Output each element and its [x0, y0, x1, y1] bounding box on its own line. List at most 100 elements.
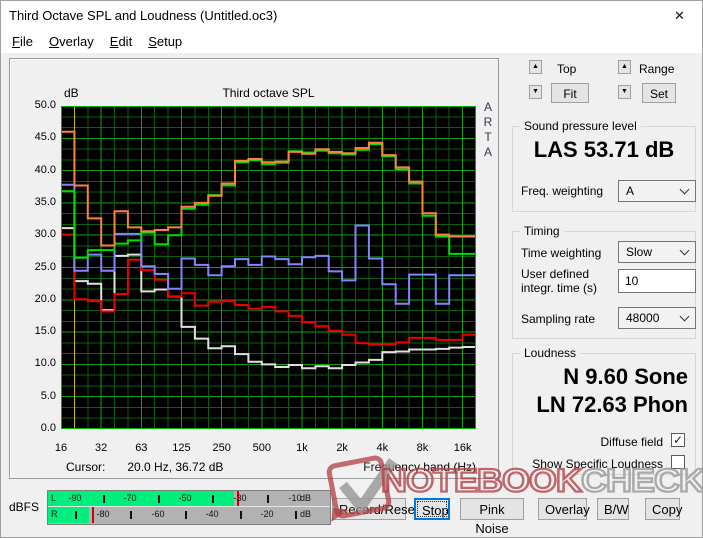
sampling-rate-select[interactable]: 48000	[618, 307, 696, 329]
diffuse-field-checkbox[interactable]: ✓	[671, 433, 685, 447]
meter-unit-label: dB	[300, 493, 312, 503]
show-specific-loudness-label: Show Specific Loudness	[532, 457, 663, 471]
meter-scale-number: -20	[260, 509, 274, 519]
x-tick-label: 8k	[416, 442, 429, 454]
x-tick-label: 1k	[296, 442, 308, 454]
meter-channel-label: L	[51, 493, 57, 503]
x-tick-label: 63	[135, 442, 148, 454]
meter-tick-mark	[158, 495, 160, 503]
chevron-down-icon	[679, 311, 690, 322]
loudness-sone-value: N 9.60 Sone	[563, 364, 688, 389]
freq-weighting-label: Freq. weighting	[521, 184, 604, 198]
spl-group-title: Sound pressure level	[520, 119, 641, 133]
overlay-blue	[61, 183, 476, 305]
sampling-rate-label: Sampling rate	[521, 312, 596, 326]
x-axis-label: Frequency band (Hz)	[363, 460, 476, 474]
top-spin-up-icon[interactable]: ▲	[529, 60, 542, 74]
meter-unit-label: dB	[300, 509, 312, 519]
loudness-group-title: Loudness	[520, 346, 581, 360]
set-button[interactable]: Set	[642, 83, 676, 103]
x-tick-label: 32	[95, 442, 108, 454]
sound-pressure-level-group: Sound pressure level	[512, 119, 696, 212]
x-tick-label: 16	[54, 442, 68, 454]
menu-item-setup[interactable]: Setup	[148, 34, 183, 49]
dbfs-label: dBFS	[9, 500, 40, 514]
range-spin-up-icon[interactable]: ▲	[618, 60, 631, 74]
pink-noise-button[interactable]: Pink Noise	[460, 498, 524, 536]
meter-tick-mark	[240, 511, 242, 519]
overlay-white	[61, 227, 476, 370]
time-weighting-label: Time weighting	[521, 246, 602, 260]
cursor-value: 20.0 Hz, 36.72 dB	[127, 460, 224, 474]
y-tick-label: 25.0	[34, 260, 56, 273]
meter-scale-number: -30	[233, 493, 247, 503]
meter-scale-number: -50	[178, 493, 192, 503]
chevron-down-icon	[679, 245, 690, 256]
meter-level-bar	[48, 507, 89, 523]
y-tick-label: 0.0	[40, 422, 56, 434]
integr-time-label-line2: integr. time (s)	[521, 281, 598, 295]
overlay-red	[61, 233, 476, 346]
y-tick-label: 15.0	[34, 325, 56, 338]
meter-peak-indicator	[237, 491, 239, 506]
stop-button[interactable]: Stop	[414, 498, 450, 520]
overlay-orange	[61, 130, 476, 247]
time-weighting-select[interactable]: Slow	[618, 241, 696, 263]
title-bar: Third Octave SPL and Loudness (Untitled.…	[1, 1, 702, 30]
close-icon[interactable]: ✕	[674, 8, 685, 23]
x-tick-label: 2k	[336, 442, 348, 454]
y-tick-label: 30.0	[34, 228, 56, 241]
diffuse-field-label: Diffuse field	[600, 435, 663, 449]
menu-item-overlay[interactable]: Overlay	[48, 34, 94, 49]
y-axis-unit-label: dB	[64, 86, 79, 100]
freq-weighting-value: A	[626, 184, 635, 198]
freq-weighting-select[interactable]: A	[618, 180, 696, 202]
copy-button[interactable]: Copy	[645, 498, 682, 520]
meter-scale-number: -90	[68, 493, 82, 503]
meter-peak-indicator	[92, 507, 94, 523]
menu-item-file[interactable]: File	[12, 34, 33, 49]
loudness-phon-value: LN 72.63 Phon	[536, 392, 688, 417]
loudness-group: Loudness	[512, 346, 696, 475]
sampling-rate-value: 48000	[626, 311, 660, 325]
meter-scale-number: -80	[96, 509, 110, 519]
range-spin-down-icon[interactable]: ▼	[618, 85, 631, 99]
timing-group-title: Timing	[520, 224, 564, 238]
top-label: Top	[557, 62, 577, 76]
y-tick-label: 40.0	[34, 163, 56, 176]
y-tick-label: 20.0	[34, 292, 56, 305]
b-w-button[interactable]: B/W	[597, 498, 629, 520]
meter-channel-label: R	[51, 509, 58, 519]
top-spin-down-icon[interactable]: ▼	[529, 85, 542, 99]
level-meter-row-l: L -90 -70 -50 -30 -10 dB	[48, 491, 330, 507]
meter-level-bar	[48, 491, 234, 506]
chart-title: Third octave SPL	[222, 86, 315, 100]
level-meter-row-r: R -80 -60 -40 -20 dB	[48, 507, 330, 523]
menu-bar: File Overlay Edit Setup	[1, 30, 702, 53]
meter-scale-number: -60	[151, 509, 165, 519]
arta-letter: A	[483, 100, 492, 114]
meter-tick-mark	[267, 495, 269, 503]
y-tick-label: 10.0	[34, 357, 56, 370]
spl-value: LAS 53.71 dB	[533, 137, 675, 162]
x-tick-label: 4k	[376, 442, 389, 454]
chevron-down-icon	[679, 184, 690, 195]
cursor-label: Cursor:	[66, 460, 106, 474]
window-title: Third Octave SPL and Loudness (Untitled.…	[9, 8, 278, 23]
x-tick-label: 125	[172, 442, 191, 454]
meter-tick-mark	[75, 511, 77, 519]
record-reset-button[interactable]: Record/Reset	[332, 498, 418, 520]
menu-item-edit[interactable]: Edit	[109, 34, 133, 49]
fit-button[interactable]: Fit	[551, 83, 589, 103]
spl-plot[interactable]	[61, 106, 476, 429]
meter-scale-number: -40	[205, 509, 219, 519]
meter-scale-number: -10	[288, 493, 302, 503]
integr-time-input[interactable]	[618, 269, 696, 293]
y-tick-label: 50.0	[34, 99, 56, 111]
plot-area[interactable]	[61, 106, 476, 429]
show-specific-loudness-checkbox[interactable]	[671, 455, 685, 469]
level-meter: L -90 -70 -50 -30 -10 dB R -80 -60 -40 -20 dB	[47, 490, 331, 525]
integr-time-label-line1: User defined	[521, 267, 590, 281]
overlay-button[interactable]: Overlay	[538, 498, 590, 520]
